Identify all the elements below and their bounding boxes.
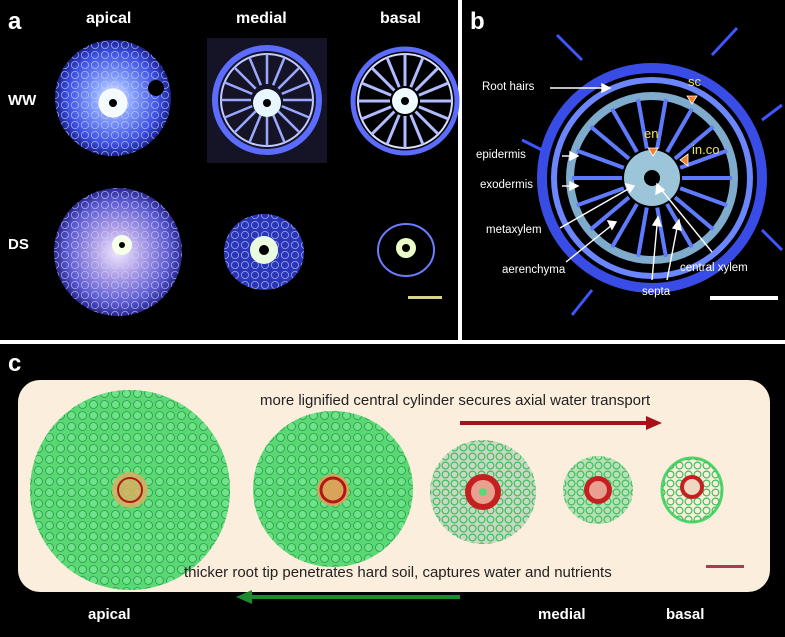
top-annotation-text: more lignified central cylinder secures … <box>260 392 651 409</box>
septum-line <box>414 66 440 92</box>
septum-line <box>418 81 449 97</box>
septum-line <box>248 114 263 143</box>
panel-b-micrograph <box>521 26 784 316</box>
septum-line <box>589 125 631 161</box>
bottom-label-basal: basal <box>666 606 705 623</box>
ww-apical-section <box>55 40 171 156</box>
red-arrow <box>460 416 662 430</box>
label-root-hairs: Root hairs <box>482 81 535 93</box>
panel-b-label: b <box>470 8 485 35</box>
septum-line <box>673 125 715 161</box>
septum-line <box>224 81 253 96</box>
septum-line <box>370 110 396 136</box>
row-label-ww: WW <box>8 92 37 109</box>
septum-line <box>409 114 425 145</box>
ds-medial-section <box>224 214 304 290</box>
septum-line <box>361 105 392 121</box>
septum-line <box>281 81 310 96</box>
septum-line <box>233 66 257 90</box>
septum-line <box>636 207 649 258</box>
scale-bar-c <box>706 565 744 568</box>
septum-line <box>361 81 392 97</box>
annotation-arrows <box>550 82 713 281</box>
septum-line <box>385 57 401 88</box>
label-exodermis: exodermis <box>480 179 534 191</box>
ww-medial-section <box>207 38 327 163</box>
septum-line <box>277 110 301 134</box>
label-septa: septa <box>642 286 671 298</box>
bottom-annotation-text: thicker root tip penetrates hard soil, c… <box>184 564 612 581</box>
panel-c-sections <box>30 390 724 604</box>
ds-basal-section <box>377 223 435 277</box>
septum-line <box>281 104 310 119</box>
panel-a-micrographs <box>54 38 460 316</box>
column-label-basal: basal <box>380 10 421 27</box>
septum-line <box>271 114 286 143</box>
scale-bar-a <box>408 296 442 299</box>
septum-line <box>679 186 728 208</box>
septum-line <box>248 57 263 86</box>
septum-line <box>271 57 286 86</box>
annotation-triangles <box>647 95 698 167</box>
septum-line <box>385 114 401 145</box>
column-label-medial: medial <box>236 10 287 27</box>
septum-line <box>277 66 301 90</box>
septum-line <box>414 110 440 136</box>
label-central-xylem: central xylem <box>680 262 748 274</box>
septum-line <box>589 195 631 231</box>
column-label-apical: apical <box>86 10 132 27</box>
septum-line <box>610 202 639 249</box>
panel-a: a apical medial basal WW DS <box>0 0 460 340</box>
panel-c-label: c <box>8 350 22 377</box>
septum-line <box>370 66 396 92</box>
septum-line <box>610 107 639 154</box>
panel-a-label: a <box>8 8 22 35</box>
section-c-1 <box>30 390 230 590</box>
panel-c: c <box>0 344 785 637</box>
ds-apical-section <box>54 188 182 316</box>
ww-basal-section <box>350 46 460 156</box>
septum-line <box>665 107 694 154</box>
septum-line <box>409 57 425 88</box>
septum-line <box>636 98 649 149</box>
septum-line <box>655 207 668 258</box>
septum-line <box>224 104 253 119</box>
septum-line <box>576 186 625 208</box>
label-in-co: in.co <box>692 142 720 157</box>
section-c-3 <box>430 440 536 544</box>
bottom-label-apical: apical <box>88 606 131 623</box>
septum-line <box>418 105 449 121</box>
row-label-ds: DS <box>8 236 29 253</box>
section-c-5 <box>660 456 724 524</box>
section-c-2 <box>253 411 413 567</box>
label-en: en <box>644 126 659 141</box>
septum-line <box>233 110 257 134</box>
label-aerenchyma: aerenchyma <box>502 264 566 276</box>
label-metaxylem: metaxylem <box>486 224 542 236</box>
septum-line <box>655 98 668 149</box>
label-epidermis: epidermis <box>476 149 526 161</box>
green-arrow <box>236 590 460 604</box>
scale-bar-b <box>710 296 778 300</box>
label-sc: sc <box>688 74 701 89</box>
section-c-4 <box>563 456 633 524</box>
septum-line <box>673 195 715 231</box>
septum-line <box>576 148 625 170</box>
bottom-label-medial: medial <box>538 606 586 623</box>
panel-b: b Root hairs epidermis <box>462 0 785 340</box>
